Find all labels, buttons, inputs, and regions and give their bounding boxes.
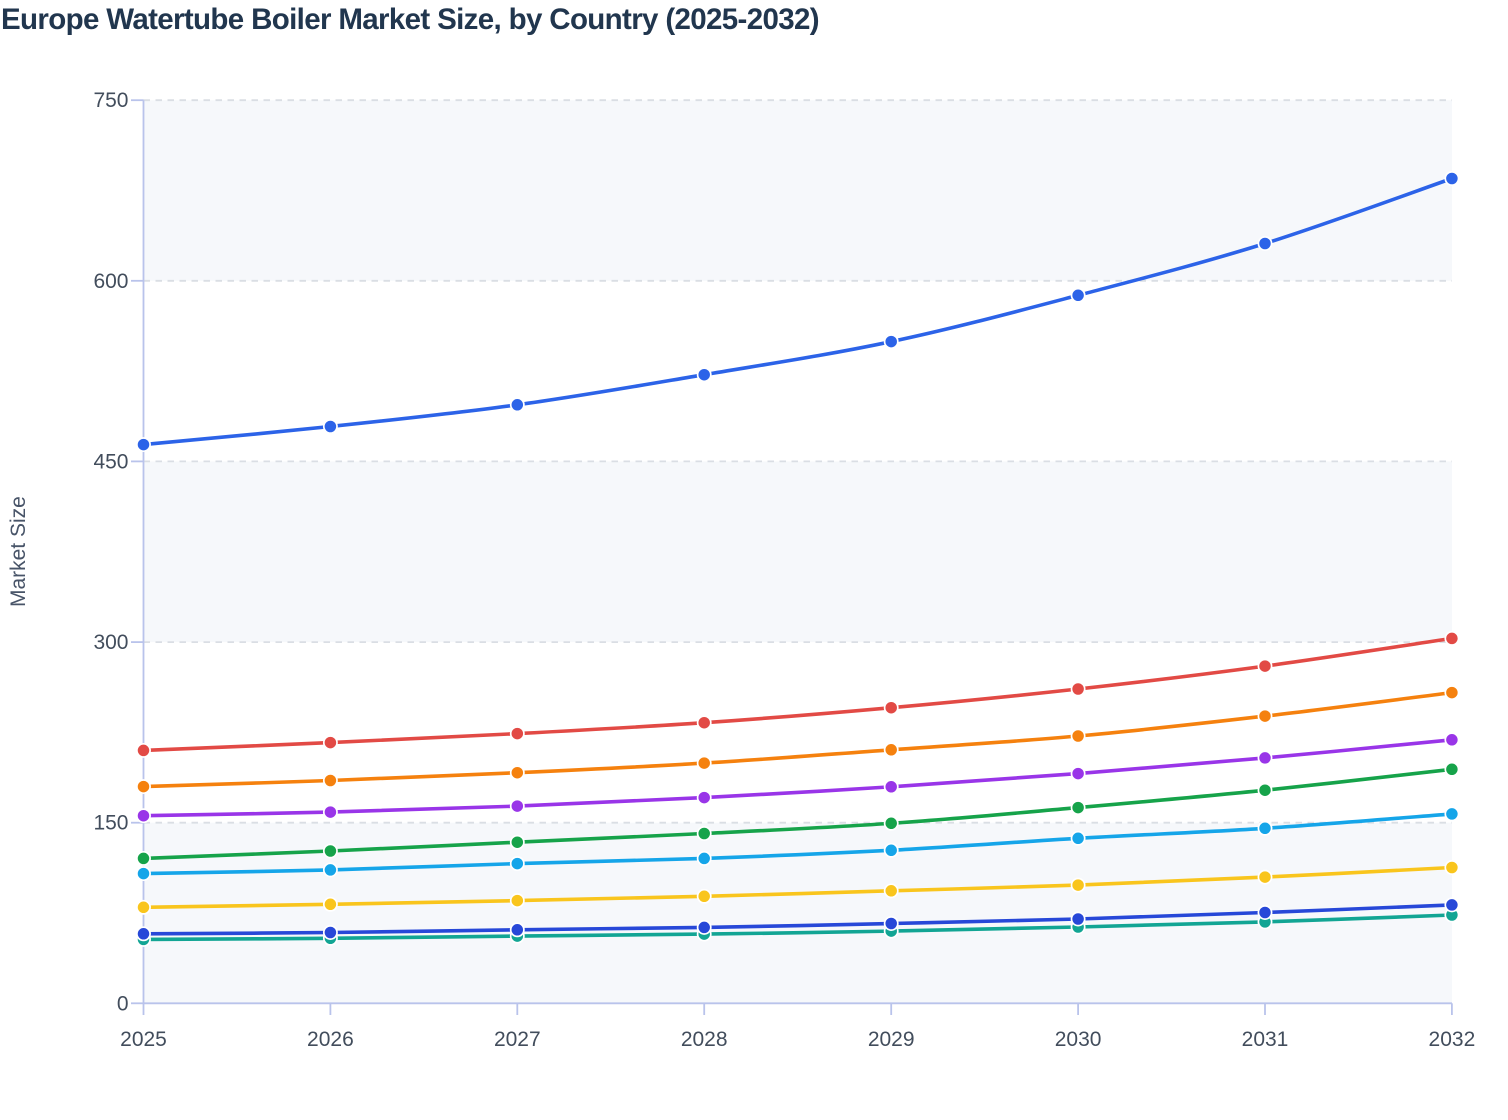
svg-text:2031: 2031 <box>1242 1028 1289 1051</box>
svg-text:300: 300 <box>93 631 128 654</box>
svg-text:2025: 2025 <box>120 1028 167 1051</box>
svg-text:0: 0 <box>117 992 129 1015</box>
svg-text:Market Size: Market Size <box>7 496 30 607</box>
svg-text:450: 450 <box>93 450 128 473</box>
svg-text:Europe Watertube Boiler Market: Europe Watertube Boiler Market Size, by … <box>1 3 819 36</box>
svg-text:2027: 2027 <box>494 1028 541 1051</box>
svg-text:2028: 2028 <box>681 1028 728 1051</box>
svg-text:2026: 2026 <box>307 1028 354 1051</box>
svg-text:600: 600 <box>93 270 128 293</box>
svg-text:750: 750 <box>93 89 128 112</box>
svg-text:150: 150 <box>93 812 128 835</box>
svg-text:2030: 2030 <box>1055 1028 1102 1051</box>
svg-text:2029: 2029 <box>868 1028 915 1051</box>
svg-text:2032: 2032 <box>1429 1028 1476 1051</box>
